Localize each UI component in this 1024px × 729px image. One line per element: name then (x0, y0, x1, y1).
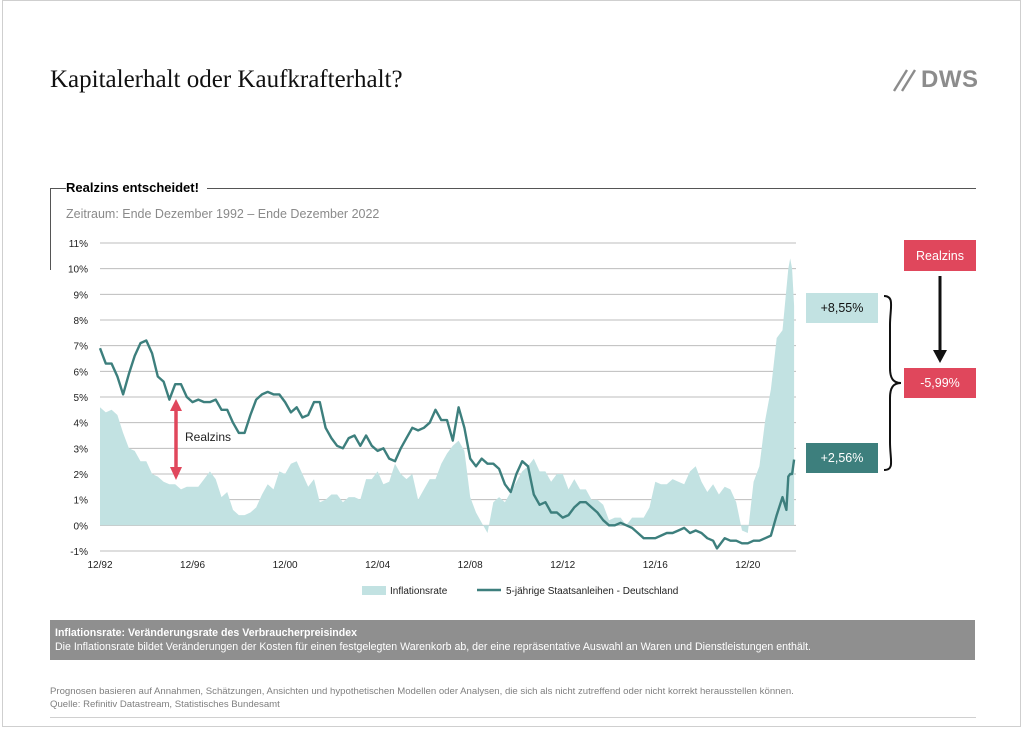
note-body: Die Inflationsrate bildet Veränderungen … (55, 641, 811, 653)
chart-annotations: Realzins (170, 276, 947, 480)
disclaimer-text: Prognosen basieren auf Annahmen, Schätzu… (50, 686, 794, 697)
source-text: Quelle: Refinitiv Datastream, Statistisc… (50, 699, 280, 710)
bond-value-box: +2,56% (806, 443, 878, 473)
y-tick-label: 11% (69, 239, 88, 250)
y-tick-label: 4% (74, 419, 89, 430)
y-tick-label: 2% (74, 470, 89, 481)
down-arrow-icon (933, 350, 947, 363)
logo-text: DWS (921, 66, 979, 93)
x-tick-label: 12/20 (735, 560, 760, 571)
x-tick-label: 12/12 (550, 560, 575, 571)
realzins-arrow-label: Realzins (185, 430, 231, 444)
inflation-value-box: +8,55% (806, 293, 878, 323)
legend-label-inflation: Inflationsrate (390, 586, 448, 597)
y-tick-label: 1% (74, 496, 89, 507)
x-tick-label: 12/96 (180, 560, 205, 571)
page-title: Kapitalerhalt oder Kaufkrafterhalt? (50, 66, 403, 93)
x-tick-label: 12/16 (643, 560, 668, 571)
realzins-arrow-down-head (170, 467, 182, 480)
y-tick-label: 0% (74, 521, 89, 532)
section-rule (50, 188, 976, 189)
y-axis-tick-labels: 11% 10% 9% 8% 7% 6% 5% 4% 3% 2% 1% 0% -1% (68, 239, 88, 558)
realzins-label-box: Realzins (904, 240, 976, 271)
x-tick-label: 12/92 (87, 560, 112, 571)
y-tick-label: 7% (74, 342, 89, 353)
y-tick-label: 9% (74, 290, 89, 301)
legend-label-bond: 5-jährige Staatsanleihen - Deutschland (506, 586, 678, 597)
section-title: Realzins entscheidet! (66, 180, 207, 195)
inflation-area (100, 258, 795, 533)
realzins-arrow-up-head (170, 399, 182, 411)
y-tick-label: -1% (70, 547, 88, 558)
x-tick-label: 12/04 (365, 560, 390, 571)
logo-slashes-icon (892, 69, 917, 92)
footer: Prognosen basieren auf Annahmen, Schätzu… (50, 685, 794, 711)
section-tick (50, 188, 51, 270)
note-title: Inflationsrate: Veränderungsrate des Ver… (55, 627, 358, 639)
bond-yield-line (98, 339, 796, 550)
y-tick-label: 8% (74, 316, 89, 327)
series-inflation (100, 258, 795, 533)
x-axis-tick-labels: 12/92 12/96 12/00 12/04 12/08 12/12 12/16 12/20 (87, 560, 760, 571)
definition-note: Inflationsrate: Veränderungsrate des Ver… (50, 620, 975, 660)
realzins-value-box: -5,99% (904, 368, 976, 398)
bottom-rule (50, 717, 976, 718)
y-tick-label: 5% (74, 393, 89, 404)
y-tick-label: 3% (74, 444, 89, 455)
period-label: Zeitraum: Ende Dezember 1992 – Ende Deze… (66, 207, 380, 221)
series-bond-yield (98, 339, 796, 550)
brace-icon (883, 295, 902, 471)
dws-logo: DWS (892, 66, 979, 94)
x-tick-label: 12/08 (458, 560, 483, 571)
x-tick-label: 12/00 (273, 560, 298, 571)
y-tick-label: 10% (68, 265, 88, 276)
legend-swatch-inflation (362, 586, 386, 595)
chart-legend: Inflationsrate 5-jährige Staatsanleihen -… (362, 586, 678, 597)
y-tick-label: 6% (74, 367, 89, 378)
